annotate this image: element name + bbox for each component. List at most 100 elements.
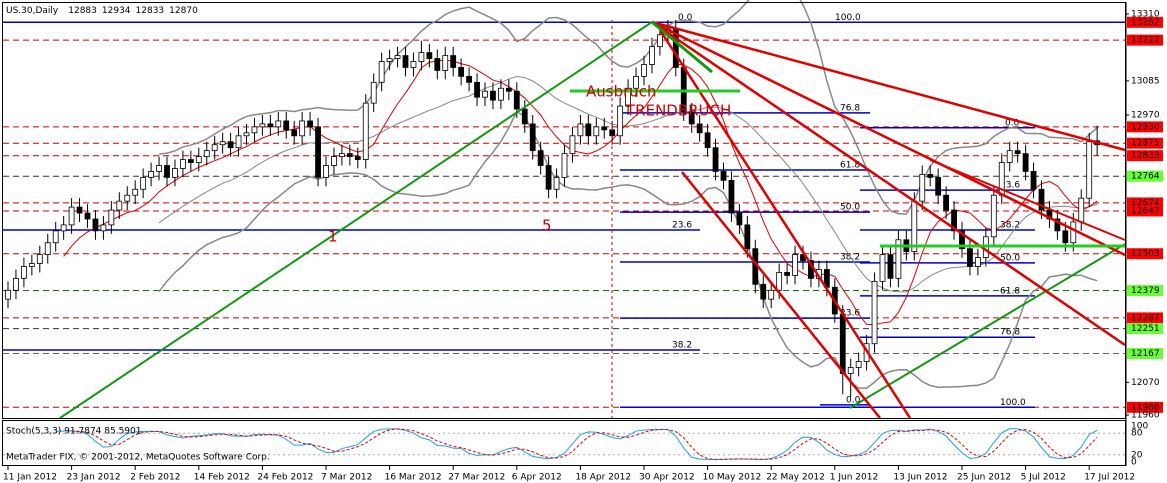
candle-body — [227, 141, 234, 149]
fib-label: 76.8 — [840, 103, 860, 113]
trend-line — [929, 159, 1126, 241]
level-box — [1127, 170, 1163, 182]
candle-body — [943, 194, 949, 211]
candle-body — [458, 67, 465, 77]
fib-label: 61.8 — [840, 160, 860, 170]
level-box — [1127, 285, 1163, 297]
fib-label: 50.0 — [840, 203, 860, 213]
candle-body — [505, 87, 512, 92]
chart-title: US.30,Daily — [6, 6, 59, 16]
fib-label: 38.2 — [672, 340, 692, 350]
candle-body — [28, 263, 35, 267]
trend-line — [651, 20, 1126, 347]
level-box — [1127, 34, 1163, 46]
candle-body — [434, 58, 441, 71]
candle-body — [919, 174, 926, 202]
candle-body — [736, 212, 743, 226]
candle-body — [927, 174, 934, 178]
candle-body — [497, 87, 504, 101]
fib-label: 61.8 — [1000, 286, 1020, 296]
candle-body — [418, 52, 425, 62]
candle-body — [299, 120, 306, 137]
candle-body — [482, 90, 488, 98]
x-tick-label: 24 Feb 2012 — [257, 473, 313, 483]
candle-body — [243, 132, 250, 137]
x-tick-label: 25 Jun 2012 — [957, 473, 1011, 483]
candle-body — [203, 150, 210, 157]
trend-line — [658, 29, 912, 419]
x-tick-label: 11 Jan 2012 — [3, 473, 57, 483]
candle-body — [235, 135, 242, 149]
candle-body — [1014, 150, 1021, 155]
fib-label: 38.2 — [840, 253, 860, 263]
y-tick-label: 0 — [1131, 458, 1137, 468]
candle-body — [219, 141, 226, 146]
candle-body — [760, 283, 767, 300]
level-box — [1127, 248, 1163, 260]
y-tick-label: 20 — [1131, 450, 1143, 460]
candle-body — [601, 126, 608, 131]
stoch-signal — [71, 428, 1098, 460]
candle-body — [442, 55, 449, 71]
candle-body — [1038, 188, 1045, 211]
candle-body — [537, 150, 544, 166]
candle-body — [362, 102, 369, 160]
candle-body — [378, 61, 385, 83]
candle-body — [148, 171, 155, 178]
x-tick-label: 6 Apr 2012 — [512, 473, 562, 483]
candle-body — [951, 209, 957, 232]
x-tick-label: 13 Jun 2012 — [893, 473, 947, 483]
candle-body — [1070, 221, 1077, 244]
indicator-label: Stoch(5,3,3) 91.7874 85.5901 — [6, 427, 141, 437]
level-box — [1127, 137, 1163, 149]
trend-line — [651, 20, 1126, 152]
level-box — [1127, 205, 1163, 217]
level-label: 12833 — [1131, 151, 1160, 161]
candle-body — [60, 224, 67, 232]
candle-body — [625, 87, 631, 107]
level-label: 12287 — [1131, 313, 1160, 323]
candle-body — [784, 272, 790, 276]
candle-body — [36, 254, 43, 264]
candle-body — [1030, 171, 1037, 190]
candle-body — [633, 75, 639, 89]
candle-body — [521, 108, 528, 125]
level-box — [1127, 348, 1163, 360]
fib-label: 0.0 — [846, 395, 861, 405]
candle-body — [792, 254, 798, 276]
candle-body — [259, 123, 266, 128]
candle-body — [895, 239, 902, 279]
candle-body — [179, 159, 186, 169]
candle-body — [553, 176, 560, 190]
candle-body — [323, 165, 329, 178]
candle-body — [696, 123, 703, 134]
candle-body — [307, 120, 314, 128]
level-label: 12503 — [1131, 249, 1160, 259]
fib-label: 0.0 — [678, 13, 693, 23]
candle-body — [1086, 141, 1093, 199]
candle-body — [1022, 153, 1029, 172]
candle-body — [52, 230, 59, 244]
candle-body — [124, 194, 131, 202]
trend-line — [849, 243, 1126, 409]
fib-label: 50.0 — [1000, 253, 1020, 263]
candle-body — [545, 165, 552, 190]
candle-body — [108, 209, 115, 226]
level-label: 12674 — [1131, 198, 1160, 208]
fib-label: 100.0 — [1000, 398, 1026, 408]
candle-body — [156, 165, 162, 172]
candle-body — [768, 289, 775, 300]
annotation: 1 — [328, 228, 338, 246]
level-label: 11986 — [1131, 403, 1160, 413]
trend-lines — [59, 20, 1126, 419]
candle-body — [466, 75, 473, 83]
x-tick-label: 1 Jun 2012 — [830, 473, 878, 483]
y-tick-label: 12070 — [1131, 378, 1160, 388]
last-high: 12934 — [102, 6, 131, 16]
level-label: 12930 — [1131, 122, 1160, 132]
fib-label: 23.6 — [672, 220, 692, 230]
candle-body — [688, 111, 695, 125]
level-label: 12875 — [1131, 139, 1160, 149]
candle-body — [275, 120, 282, 128]
candle-body — [267, 123, 274, 128]
